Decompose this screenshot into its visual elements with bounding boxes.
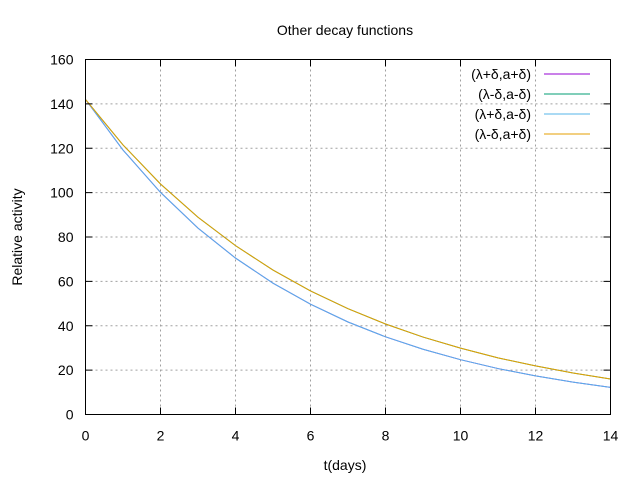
legend: (λ+δ,a+δ) (λ-δ,a-δ) (λ+δ,a-δ) (λ-δ,a+δ) [471, 66, 590, 142]
y-tick-label: 120 [50, 140, 74, 156]
legend-label-3: (λ+δ,a-δ) [475, 106, 531, 122]
legend-label-2: (λ-δ,a-δ) [478, 86, 531, 102]
series-line-1 [85, 99, 611, 388]
y-tick-label: 100 [50, 185, 74, 201]
legend-label-1: (λ+δ,a+δ) [471, 66, 531, 82]
grid [85, 59, 611, 415]
x-tick-label: 4 [232, 428, 240, 444]
series-line-2 [85, 99, 611, 380]
x-tick-label: 2 [157, 428, 165, 444]
y-tick-label: 80 [58, 229, 74, 245]
y-tick-label: 20 [58, 362, 74, 378]
x-tick-label: 14 [603, 428, 619, 444]
series-line-4 [85, 99, 611, 380]
series-line-3 [85, 99, 611, 388]
y-tick-label: 60 [58, 273, 74, 289]
x-tick-label: 0 [82, 428, 90, 444]
series-lines [85, 99, 611, 388]
chart-title: Other decay functions [277, 22, 413, 38]
x-tick-label: 12 [528, 428, 544, 444]
legend-label-4: (λ-δ,a+δ) [475, 126, 531, 142]
y-tick-label: 160 [50, 52, 74, 68]
y-tick-label: 40 [58, 318, 74, 334]
y-tick-label: 0 [66, 407, 74, 423]
y-tick-label: 140 [50, 96, 74, 112]
x-axis-label: t(days) [324, 457, 367, 473]
y-axis-label: Relative activity [9, 188, 25, 285]
x-tick-label: 8 [382, 428, 390, 444]
x-tick-label: 10 [453, 428, 469, 444]
x-tick-label: 6 [307, 428, 315, 444]
